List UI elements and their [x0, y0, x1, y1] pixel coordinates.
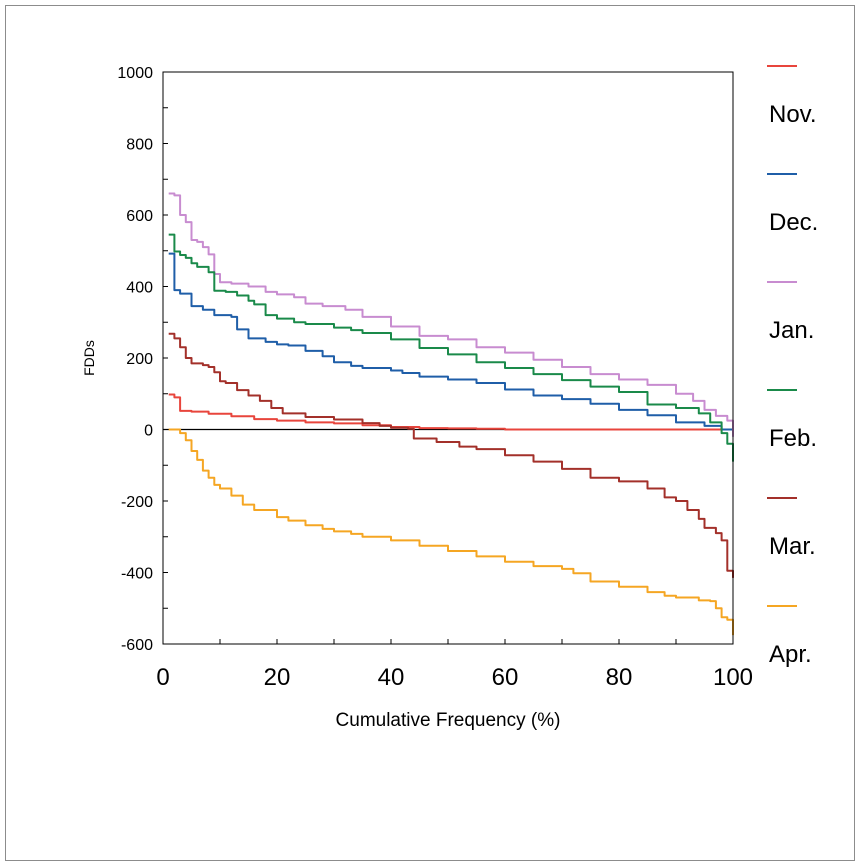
- series-layer: [168, 192, 734, 636]
- legend-label: Apr.: [769, 641, 812, 668]
- x-tick-label: 20: [264, 664, 291, 691]
- series-line-dec: [168, 252, 734, 437]
- y-tick-labels: -600 -400 -200 0 200 400 600 800 1000: [117, 65, 153, 654]
- y-tick-label: 400: [126, 280, 153, 297]
- y-tick-label: 1000: [117, 65, 153, 82]
- legend: Nov. Dec. Jan. Feb. Mar. Apr.: [767, 65, 818, 668]
- x-axis-title: Cumulative Frequency (%): [336, 710, 561, 731]
- x-tick-labels: 0 20 40 60 80 100: [156, 664, 753, 691]
- series-line-nov: [168, 393, 734, 432]
- y-tick-label: 0: [144, 423, 153, 440]
- y-tick-label: 600: [126, 208, 153, 225]
- chart-frame: [5, 5, 855, 861]
- x-tick-label: 60: [492, 664, 519, 691]
- y-axis-title: FDDs: [81, 340, 97, 376]
- y-minor-ticks: [163, 71, 168, 645]
- legend-label: Nov.: [769, 101, 817, 128]
- x-tick-label: 40: [378, 664, 405, 691]
- plot-area: [162, 71, 734, 645]
- legend-label: Mar.: [769, 533, 816, 560]
- legend-label: Feb.: [769, 425, 817, 452]
- series-line-apr: [168, 428, 734, 636]
- y-tick-label: 800: [126, 137, 153, 154]
- y-tick-label: -200: [121, 494, 153, 511]
- x-tick-label: 80: [606, 664, 633, 691]
- x-tick-label: 0: [156, 664, 169, 691]
- x-minor-ticks: [162, 639, 734, 644]
- y-tick-label: -600: [121, 637, 153, 654]
- x-tick-label: 100: [713, 664, 753, 691]
- legend-label: Jan.: [769, 317, 814, 344]
- series-line-jan: [168, 192, 734, 437]
- series-line-mar: [168, 332, 734, 578]
- series-line-feb: [168, 233, 734, 462]
- y-tick-label: -400: [121, 566, 153, 583]
- legend-label: Dec.: [769, 209, 818, 236]
- y-tick-label: 200: [126, 351, 153, 368]
